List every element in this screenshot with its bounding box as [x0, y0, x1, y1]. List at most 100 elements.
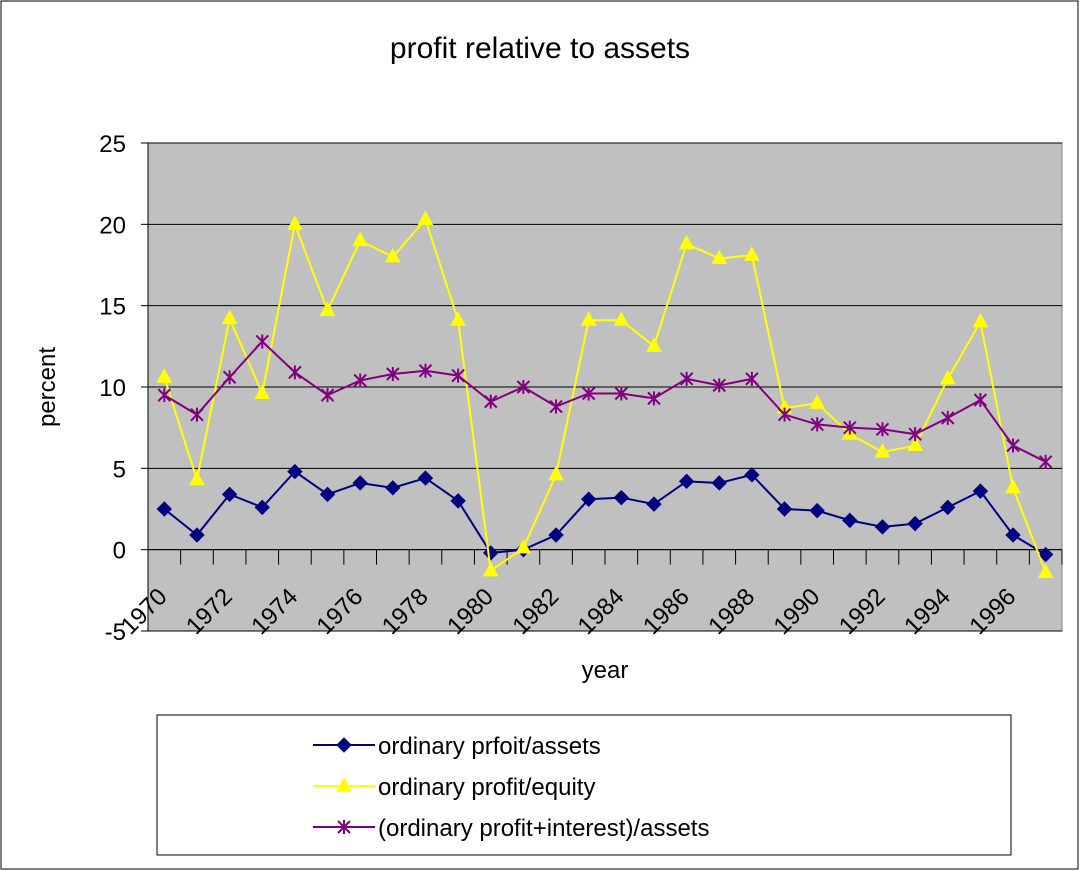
data-point [548, 527, 564, 543]
data-point [450, 311, 466, 326]
data-point [515, 538, 532, 554]
chart-title: profit relative to assets [390, 32, 690, 65]
data-point [647, 391, 661, 406]
data-point [287, 215, 303, 230]
legend-label: (ordinary profit+interest)/assets [378, 815, 709, 842]
data-point [875, 422, 890, 437]
y-tick-label: 10 [99, 375, 126, 402]
series-line [163, 217, 1047, 573]
y-tick-label: -5 [105, 619, 126, 646]
data-point [386, 366, 400, 381]
data-point [222, 370, 237, 385]
data-point [156, 501, 173, 517]
data-point [581, 386, 596, 401]
data-point [908, 427, 922, 442]
data-point [353, 373, 367, 388]
data-point [221, 309, 238, 325]
y-tick-label: 20 [99, 212, 126, 239]
data-point [679, 371, 694, 386]
data-point [254, 384, 271, 400]
data-point [613, 489, 630, 506]
data-point [254, 499, 270, 516]
data-point [156, 368, 173, 383]
data-point [744, 467, 760, 483]
data-point [678, 234, 695, 250]
data-point [776, 501, 793, 517]
data-point [711, 475, 727, 491]
legend-label: ordinary prfoit/assets [378, 733, 601, 760]
data-point [189, 470, 205, 486]
y-tick-label: 0 [113, 538, 126, 565]
data-point [319, 301, 336, 317]
data-point [482, 561, 499, 577]
data-point [614, 386, 629, 401]
data-point [190, 407, 204, 422]
data-point [385, 480, 401, 496]
data-point [1005, 478, 1021, 494]
data-point [941, 410, 955, 425]
data-point [744, 246, 760, 261]
data-point [907, 515, 923, 532]
data-point [1037, 563, 1054, 578]
data-point [972, 483, 989, 499]
legend-label: ordinary profit/equity [378, 774, 595, 801]
data-point [516, 380, 531, 394]
data-point [418, 363, 433, 378]
data-point [384, 247, 401, 263]
data-point [580, 311, 597, 326]
data-point [1037, 546, 1054, 563]
data-point [777, 407, 792, 422]
data-point [319, 486, 336, 503]
data-point [843, 420, 857, 435]
data-point [907, 436, 923, 452]
legend-marker [336, 737, 352, 753]
data-point [352, 475, 368, 491]
data-point [288, 365, 302, 380]
legend-box [156, 714, 1012, 856]
data-point [1038, 454, 1053, 469]
data-point [809, 394, 826, 409]
data-point [157, 388, 172, 403]
y-tick-label: 5 [113, 456, 126, 483]
data-point [810, 417, 824, 432]
y-tick-label: 15 [99, 294, 126, 321]
data-point [450, 493, 466, 509]
data-point [613, 311, 630, 326]
y-axis-label: percent [34, 347, 61, 427]
data-point [352, 231, 369, 247]
data-point [549, 399, 563, 414]
data-point [1005, 527, 1021, 543]
data-point [940, 499, 956, 516]
data-point [972, 312, 989, 328]
data-point [221, 486, 238, 503]
data-point [745, 371, 759, 386]
data-point [809, 502, 825, 519]
data-point [712, 378, 726, 393]
data-point [287, 463, 303, 480]
data-point [874, 519, 891, 535]
data-point [417, 210, 434, 225]
data-point [580, 491, 597, 507]
data-point [548, 465, 564, 481]
legend-marker [336, 776, 352, 792]
data-point [646, 496, 662, 512]
data-point [874, 443, 891, 458]
data-point [189, 527, 205, 543]
data-point [484, 394, 498, 409]
series-line [163, 340, 1047, 463]
data-point [939, 369, 956, 385]
series-line [163, 470, 1047, 556]
data-point [451, 368, 465, 383]
data-point [646, 337, 662, 352]
x-axis-label: year [582, 657, 629, 684]
data-point [320, 388, 335, 403]
y-tick-label: 25 [99, 131, 126, 158]
legend-marker [337, 820, 351, 834]
data-point [417, 470, 434, 486]
data-point [255, 334, 269, 349]
data-point [1006, 438, 1020, 453]
data-point [711, 249, 728, 264]
data-point [973, 393, 988, 408]
data-point [842, 512, 858, 529]
